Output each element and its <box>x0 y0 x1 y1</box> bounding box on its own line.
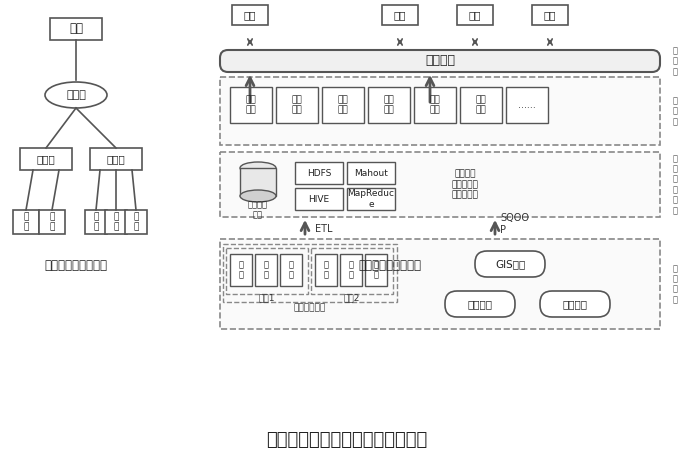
Bar <box>347 188 395 210</box>
Bar <box>315 254 337 286</box>
Bar <box>368 87 410 123</box>
Bar <box>255 254 277 286</box>
Bar <box>295 188 343 210</box>
Text: 服
务
层: 服 务 层 <box>673 46 678 76</box>
Text: ……: …… <box>518 100 536 110</box>
Bar <box>226 248 308 294</box>
Bar <box>311 248 393 294</box>
Text: 气象数据: 气象数据 <box>562 299 587 309</box>
Text: HIVE: HIVE <box>309 195 329 203</box>
Bar <box>240 168 276 196</box>
Text: 终
端: 终 端 <box>133 213 139 232</box>
Text: 暂态
计算: 暂态 计算 <box>338 95 348 115</box>
Text: 集中器: 集中器 <box>106 154 125 164</box>
Text: 主站: 主站 <box>69 23 83 35</box>
Text: 云架构：分布与开放: 云架构：分布与开放 <box>359 259 421 272</box>
Bar <box>220 239 660 329</box>
FancyBboxPatch shape <box>540 291 610 317</box>
Text: 终
端: 终 端 <box>49 213 55 232</box>
Text: MapReduc
e: MapReduc e <box>348 189 395 209</box>
Bar <box>105 210 127 234</box>
Ellipse shape <box>240 190 276 202</box>
Ellipse shape <box>45 82 107 108</box>
Bar <box>90 148 142 170</box>
Text: 用户: 用户 <box>244 10 256 20</box>
Text: 并行计算
分布式文件
分布式存储: 并行计算 分布式文件 分布式存储 <box>452 170 478 200</box>
Text: 终
端: 终 端 <box>373 260 379 280</box>
Text: 终
端: 终 端 <box>238 260 243 280</box>
Text: 扰动
溯源: 扰动 溯源 <box>384 95 394 115</box>
Text: 终
端: 终 端 <box>93 213 99 232</box>
Bar <box>230 87 272 123</box>
Text: 终
端: 终 端 <box>24 213 28 232</box>
Bar <box>85 210 107 234</box>
Bar <box>295 162 343 184</box>
Bar <box>223 244 397 302</box>
Bar <box>365 254 387 286</box>
Bar <box>220 152 660 217</box>
Bar <box>125 210 147 234</box>
Text: 终
端: 终 端 <box>113 213 119 232</box>
Text: 综合
评估: 综合 评估 <box>475 95 486 115</box>
Text: 集中器: 集中器 <box>37 154 56 164</box>
Text: 用户: 用户 <box>468 10 481 20</box>
Bar <box>280 254 302 286</box>
Bar <box>220 77 660 145</box>
Bar <box>382 5 418 25</box>
Bar <box>39 210 65 234</box>
Text: GIS信息: GIS信息 <box>495 259 525 269</box>
Text: 数
据
源
层: 数 据 源 层 <box>673 264 678 304</box>
Bar <box>230 254 252 286</box>
Text: Mahout: Mahout <box>354 169 388 177</box>
Text: ETL: ETL <box>315 224 332 234</box>
Bar <box>532 5 568 25</box>
Bar <box>340 254 362 286</box>
Text: HDFS: HDFS <box>306 169 332 177</box>
Text: 旧架构：集中与封闭: 旧架构：集中与封闭 <box>44 259 108 272</box>
Bar <box>232 5 268 25</box>
Bar <box>50 18 102 40</box>
Text: SQOO
P: SQOO P <box>500 213 529 235</box>
Bar <box>347 162 395 184</box>
Bar <box>20 148 72 170</box>
Ellipse shape <box>240 162 276 174</box>
Bar <box>457 5 493 25</box>
Text: 终
端: 终 端 <box>348 260 354 280</box>
Bar <box>460 87 502 123</box>
Text: 服务接口: 服务接口 <box>425 54 455 67</box>
Text: 电能质量监测系统技术架构的对比: 电能质量监测系统技术架构的对比 <box>266 431 427 449</box>
Text: 电量
计算: 电量 计算 <box>245 95 256 115</box>
FancyBboxPatch shape <box>475 251 545 277</box>
Text: 用户: 用户 <box>543 10 556 20</box>
Text: 通信网: 通信网 <box>66 90 86 100</box>
FancyBboxPatch shape <box>445 291 515 317</box>
Text: 终
端: 终 端 <box>263 260 268 280</box>
Bar <box>506 87 548 123</box>
Text: 用户2: 用户2 <box>344 294 360 302</box>
Text: 终
端: 终 端 <box>288 260 293 280</box>
Text: 应
用
层: 应 用 层 <box>673 96 678 126</box>
Text: 用户1: 用户1 <box>259 294 275 302</box>
Text: 电网数据: 电网数据 <box>468 299 493 309</box>
Bar <box>13 210 39 234</box>
Bar <box>276 87 318 123</box>
Text: 用户: 用户 <box>394 10 407 20</box>
Text: 数
据
存
储
计
算: 数 据 存 储 计 算 <box>673 154 678 215</box>
Text: 用电数据采集: 用电数据采集 <box>294 303 326 313</box>
Text: 关系型数
据库: 关系型数 据库 <box>248 200 268 220</box>
Text: 稳态
计算: 稳态 计算 <box>292 95 302 115</box>
FancyBboxPatch shape <box>220 50 660 72</box>
Bar <box>322 87 364 123</box>
Text: 终
端: 终 端 <box>323 260 329 280</box>
Bar <box>414 87 456 123</box>
Text: 故障
预警: 故障 预警 <box>430 95 441 115</box>
